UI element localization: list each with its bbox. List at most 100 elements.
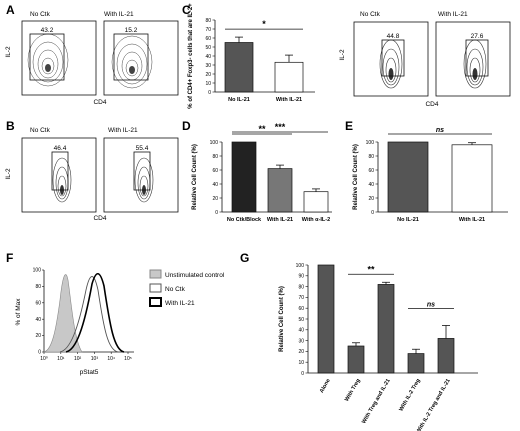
significance-label: ** xyxy=(367,264,375,274)
panel-c-flow-plot2-gate-value: 27.6 xyxy=(471,33,484,40)
bar-with-il-21 xyxy=(451,144,493,213)
panel-a-plot2-title: With IL-21 xyxy=(104,11,134,18)
panel-b: B IL-2 No Ctk With IL-21 46.4 55.4 CD4 xyxy=(5,119,179,222)
category-label: With IL-21 xyxy=(276,97,302,103)
y-tick-label: 60 xyxy=(212,168,218,174)
panel-a-plot1-gate-value: 43.2 xyxy=(41,27,54,34)
y-axis-label: % of CD4+ Foxp3- cells that are IL-2+ xyxy=(188,3,194,109)
significance-label: ns xyxy=(427,301,435,308)
bar-with-il-2-treg-and-il-21 xyxy=(437,338,455,374)
y-tick-label: 10 xyxy=(298,360,304,366)
bar-with-il-2 xyxy=(303,191,329,213)
panel-c-bar-chart: C 0 10 20 30 40 50 60 70 80 % of CD4+ Foxp3- cells… xyxy=(182,3,315,109)
panel-f-y-tick-label: 40 xyxy=(35,317,41,323)
panel-d-letter: D xyxy=(182,119,191,133)
y-tick-label: 80 xyxy=(205,18,211,24)
y-tick-label: 60 xyxy=(205,36,211,42)
category-label: With IL-2 Treg xyxy=(398,378,421,412)
panel-a-plot2-contour xyxy=(111,35,153,89)
y-tick-label: 10 xyxy=(205,81,211,87)
y-tick-label: 60 xyxy=(368,168,374,174)
category-label: With α-IL-2 xyxy=(302,217,330,223)
panel-f-x-tick-label: 10⁰ xyxy=(40,356,48,362)
bar-no-il-21 xyxy=(387,141,429,213)
category-label: With Treg and IL-21 xyxy=(361,378,392,425)
legend-label-no-ctk: No Ctk xyxy=(165,286,186,293)
bar-no-il-21 xyxy=(224,42,254,93)
panel-f-x-tick-label: 10³ xyxy=(91,356,99,362)
panel-g-letter: G xyxy=(240,251,249,265)
y-tick-label: 0 xyxy=(371,210,374,216)
panel-c-flow-plot2-title: With IL-21 xyxy=(438,11,468,18)
panel-a: A IL-2 No Ctk With IL-21 43.2 15.2 CD4 xyxy=(5,3,179,106)
panel-a-letter: A xyxy=(6,3,15,17)
panel-f-no-ctk-curve xyxy=(59,276,119,353)
panel-f-x-tick-label: 10¹ xyxy=(57,356,65,362)
y-tick-label: 50 xyxy=(298,317,304,323)
panel-b-plot2-gate-value: 55.4 xyxy=(136,145,149,152)
panel-f-il21-curve xyxy=(65,272,125,353)
y-tick-label: 0 xyxy=(301,371,304,377)
category-label: With IL-21 xyxy=(267,217,293,223)
panel-b-ylabel: IL-2 xyxy=(5,168,12,180)
panel-a-plot1-title: No Ctk xyxy=(30,11,51,18)
bar-no-ctk-block xyxy=(231,141,257,213)
panel-f-x-tick-label: 10⁴ xyxy=(107,356,115,362)
panel-f-x-tick-label: 10² xyxy=(74,356,82,362)
panel-c-flow-plot2-gate xyxy=(465,39,489,77)
y-tick-label: 40 xyxy=(205,54,211,60)
panel-e-letter: E xyxy=(345,119,353,133)
y-tick-label: 80 xyxy=(212,154,218,160)
significance-label: ns xyxy=(436,127,444,134)
panel-c-flow-plot1-gate xyxy=(381,39,405,77)
panel-a-plot2-gate xyxy=(113,33,149,81)
panel-f-xlabel: pStat5 xyxy=(80,369,99,376)
category-label: No IL-21 xyxy=(228,97,250,103)
panel-a-plot1-contour xyxy=(27,33,69,87)
panel-d-bar-chart: D 0 20 40 60 80 100 Relative Cell Count (%) No C… xyxy=(182,119,332,223)
panel-b-plot1-gate-value: 46.4 xyxy=(54,145,67,152)
bar-with-treg-and-il-21 xyxy=(377,284,395,374)
legend-swatch-unstimulated xyxy=(149,269,162,279)
panel-g-bar-chart: G 0 10 20 30 40 50 60 70 80 90 100 Relative Cell Cou… xyxy=(240,251,478,431)
panel-f-legend: Unstimulated control No Ctk With IL-21 xyxy=(149,269,225,307)
panel-b-plot2-gate xyxy=(133,151,151,191)
bar-alone xyxy=(317,264,335,374)
panel-c-flow-plot1-frame xyxy=(353,21,429,97)
legend-swatch-no-ctk xyxy=(149,283,162,293)
y-tick-label: 30 xyxy=(298,338,304,344)
category-label: With IL-21 xyxy=(459,217,485,223)
y-axis-label: Relative Cell Count (%) xyxy=(353,144,359,210)
y-axis-label: Relative Cell Count (%) xyxy=(279,286,285,352)
panel-f-y-tick-label: 0 xyxy=(38,350,41,356)
category-label: No Ctk/Block xyxy=(227,217,262,223)
y-tick-label: 20 xyxy=(298,349,304,355)
y-axis-label: Relative Cell Count (%) xyxy=(192,144,198,210)
panel-b-xlabel: CD4 xyxy=(93,215,106,222)
y-tick-label: 80 xyxy=(368,154,374,160)
category-label: No IL-21 xyxy=(397,217,419,223)
y-tick-label: 60 xyxy=(298,306,304,312)
y-tick-label: 40 xyxy=(298,328,304,334)
panel-c-letter: C xyxy=(182,3,191,17)
panel-f-x-tick-label: 10⁵ xyxy=(124,356,132,362)
significance-label: * xyxy=(262,19,266,29)
panel-c-flow-plot1-gate-value: 44.8 xyxy=(387,33,400,40)
panel-f-y-tick-label: 100 xyxy=(33,268,42,274)
significance-label: ** xyxy=(258,124,266,134)
panel-c-flow-plot2-contour xyxy=(463,39,487,89)
y-tick-label: 90 xyxy=(298,274,304,280)
category-label: With Treg xyxy=(344,378,362,403)
panel-b-letter: B xyxy=(6,119,15,133)
panel-f-y-tick-label: 20 xyxy=(35,333,41,339)
panel-a-ylabel: IL-2 xyxy=(5,46,12,58)
panel-b-plot1-gate xyxy=(51,151,69,191)
panel-a-plot2-frame xyxy=(103,20,179,96)
panel-f-unstimulated-curve xyxy=(43,274,83,353)
y-tick-label: 20 xyxy=(205,72,211,78)
panel-c-flow-xlabel: CD4 xyxy=(425,101,438,108)
y-tick-label: 100 xyxy=(366,140,375,146)
y-tick-label: 0 xyxy=(208,90,211,96)
legend-swatch-il21 xyxy=(149,297,162,307)
